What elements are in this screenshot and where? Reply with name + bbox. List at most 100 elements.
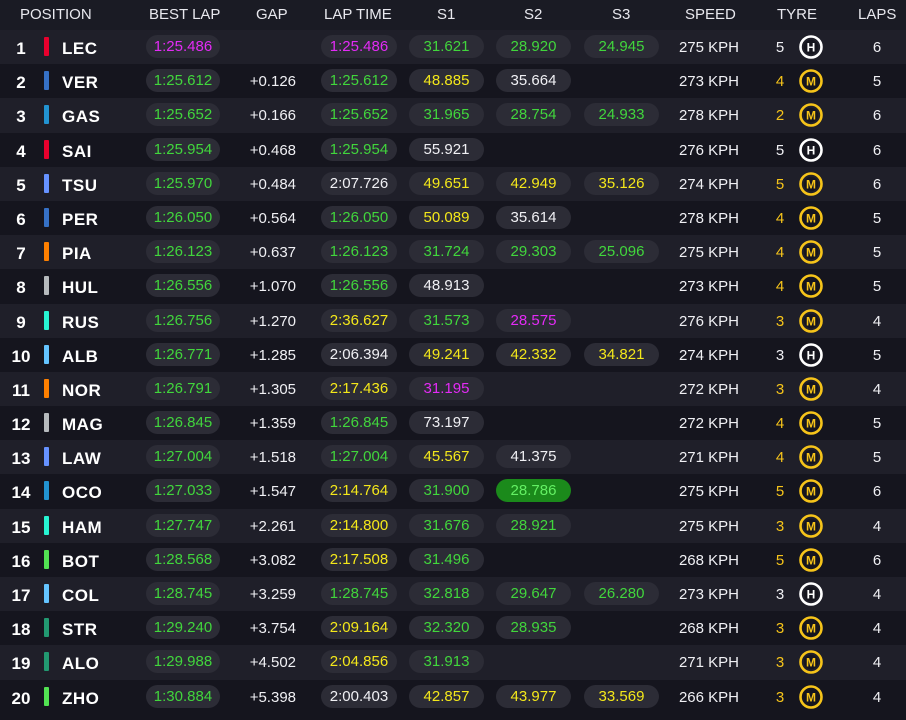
s1-time: 31.965 [409, 103, 484, 127]
s1-time: 31.900 [409, 479, 484, 503]
s3-time [584, 445, 659, 468]
s1-time: 73.197 [409, 411, 484, 435]
gap-value: +0.166 [249, 107, 296, 125]
s1-time: 31.913 [409, 650, 484, 674]
table-row[interactable]: 5 TSU 1:25.970 +0.484 2:07.726 49.651 42… [0, 166, 906, 201]
team-color-bar [44, 584, 49, 603]
s3-time: 25.096 [584, 240, 659, 264]
table-row[interactable]: 6 PER 1:26.050 +0.564 1:26.050 50.089 35… [0, 200, 906, 236]
medium-icon: M [799, 479, 823, 504]
s1-time: 48.885 [409, 69, 484, 93]
driver-code: RUS [62, 312, 100, 332]
table-row[interactable]: 1 LEC 1:25.486 1:25.486 31.621 28.920 24… [0, 30, 906, 65]
tyre-compound-letter: M [806, 622, 816, 636]
laps-count: 5 [872, 73, 882, 91]
tyre-compound-letter: H [807, 143, 816, 157]
lap-time: 1:27.004 [321, 445, 397, 469]
lap-time: 1:25.954 [321, 137, 397, 161]
table-row[interactable]: 19 ALO 1:29.988 +4.502 2:04.856 31.913 2… [0, 645, 906, 680]
lap-time: 2:09.164 [321, 616, 397, 640]
s1-time: 31.573 [409, 308, 484, 332]
speed-value: 275 KPH [678, 244, 740, 262]
s2-time: 41.375 [496, 445, 571, 469]
best-lap-time: 1:26.845 [146, 411, 220, 435]
s2-time [496, 274, 571, 297]
laps-count: 4 [872, 688, 882, 706]
tyre-compound-letter: M [806, 416, 816, 430]
tyre-compound-letter: M [806, 75, 816, 89]
tyre-compound-letter: M [806, 451, 816, 465]
table-row[interactable]: 4 SAI 1:25.954 +0.468 1:25.954 55.921 27… [0, 132, 906, 167]
table-row[interactable]: 15 HAM 1:27.747 +2.261 2:14.800 31.676 2… [0, 508, 906, 543]
table-row[interactable]: 12 MAG 1:26.845 +1.359 1:26.845 73.197 2… [0, 406, 906, 441]
gap-value: +1.270 [249, 312, 296, 330]
laps-count: 6 [872, 39, 882, 56]
lap-time: 2:00.403 [321, 684, 397, 708]
driver-code: PER [62, 209, 99, 229]
header-laps: LAPS [858, 6, 897, 23]
tyre-compound-letter: M [806, 177, 816, 191]
tyre-compound-letter: M [806, 280, 816, 294]
lap-time: 1:25.652 [321, 103, 397, 127]
speed-value: 275 KPH [678, 483, 740, 501]
lap-time: 1:25.612 [321, 69, 397, 93]
tyre-age: 3 [775, 586, 785, 603]
table-header: POSITION BEST LAP GAP LAP TIME S1 S2 S3 … [0, 0, 906, 30]
medium-icon: M [799, 171, 823, 196]
tyre-age: 4 [775, 209, 785, 227]
lap-time: 1:28.745 [321, 582, 397, 605]
hard-icon: H [799, 137, 823, 162]
s3-time: 35.126 [584, 171, 659, 195]
table-row[interactable]: 18 STR 1:29.240 +3.754 2:09.164 32.320 2… [0, 611, 906, 646]
medium-icon: M [799, 69, 823, 93]
table-row[interactable]: 17 COL 1:28.745 +3.259 1:28.745 32.818 2… [0, 577, 906, 612]
tyre-age: 3 [775, 620, 785, 638]
table-row[interactable]: 20 ZHO 1:30.884 +5.398 2:00.403 42.857 4… [0, 679, 906, 714]
laps-count: 6 [872, 483, 882, 501]
s2-time: 28.921 [496, 513, 571, 537]
table-row[interactable]: 13 LAW 1:27.004 +1.518 1:27.004 45.567 4… [0, 440, 906, 475]
s2-time: 29.303 [496, 240, 571, 264]
gap-value: +5.398 [249, 688, 296, 706]
laps-count: 5 [872, 346, 882, 364]
position-number: 10 [11, 346, 31, 366]
lap-time: 1:26.050 [321, 205, 397, 229]
lap-time: 1:25.486 [321, 35, 397, 58]
driver-code: HAM [62, 517, 103, 537]
speed-value: 266 KPH [678, 688, 740, 706]
gap-value: +4.502 [249, 654, 296, 672]
tyre-age: 4 [775, 278, 785, 296]
best-lap-time: 1:29.240 [146, 616, 220, 640]
table-row[interactable]: 16 BOT 1:28.568 +3.082 2:17.508 31.496 2… [0, 542, 906, 577]
table-row[interactable]: 8 HUL 1:26.556 +1.070 1:26.556 48.913 27… [0, 269, 906, 304]
medium-icon: M [799, 308, 823, 333]
driver-code: LAW [62, 449, 102, 469]
team-color-bar [44, 105, 49, 125]
s2-time [496, 138, 571, 161]
table-row[interactable]: 9 RUS 1:26.756 +1.270 2:36.627 31.573 28… [0, 303, 906, 338]
team-color-bar [44, 652, 49, 672]
gap-value: +0.564 [249, 209, 296, 227]
table-row[interactable]: 2 VER 1:25.612 +0.126 1:25.612 48.885 35… [0, 64, 906, 99]
driver-code: LEC [62, 39, 98, 58]
driver-code: HUL [62, 278, 99, 298]
table-row[interactable]: 14 OCO 1:27.033 +1.547 2:14.764 31.900 2… [0, 474, 906, 509]
tyre-age: 2 [775, 107, 785, 125]
s1-time: 48.913 [409, 274, 484, 298]
speed-value: 278 KPH [678, 107, 740, 125]
lap-time: 2:36.627 [321, 308, 397, 332]
tyre-age: 4 [775, 415, 785, 433]
hard-icon: H [799, 342, 823, 367]
table-row[interactable]: 7 PIA 1:26.123 +0.637 1:26.123 31.724 29… [0, 235, 906, 270]
gap-value: +0.126 [249, 73, 296, 91]
table-row[interactable]: 3 GAS 1:25.652 +0.166 1:25.652 31.965 28… [0, 98, 906, 133]
laps-count: 4 [872, 654, 882, 672]
speed-value: 272 KPH [678, 380, 740, 398]
table-row[interactable]: 10 ALB 1:26.771 +1.285 2:06.394 49.241 4… [0, 337, 906, 372]
medium-icon: M [799, 616, 823, 640]
laps-count: 5 [872, 278, 882, 296]
s1-time: 31.496 [409, 547, 484, 571]
medium-new-icon: M [799, 103, 823, 128]
table-row[interactable]: 11 NOR 1:26.791 +1.305 2:17.436 31.195 2… [0, 371, 906, 407]
s2-time: 28.754 [496, 103, 571, 127]
